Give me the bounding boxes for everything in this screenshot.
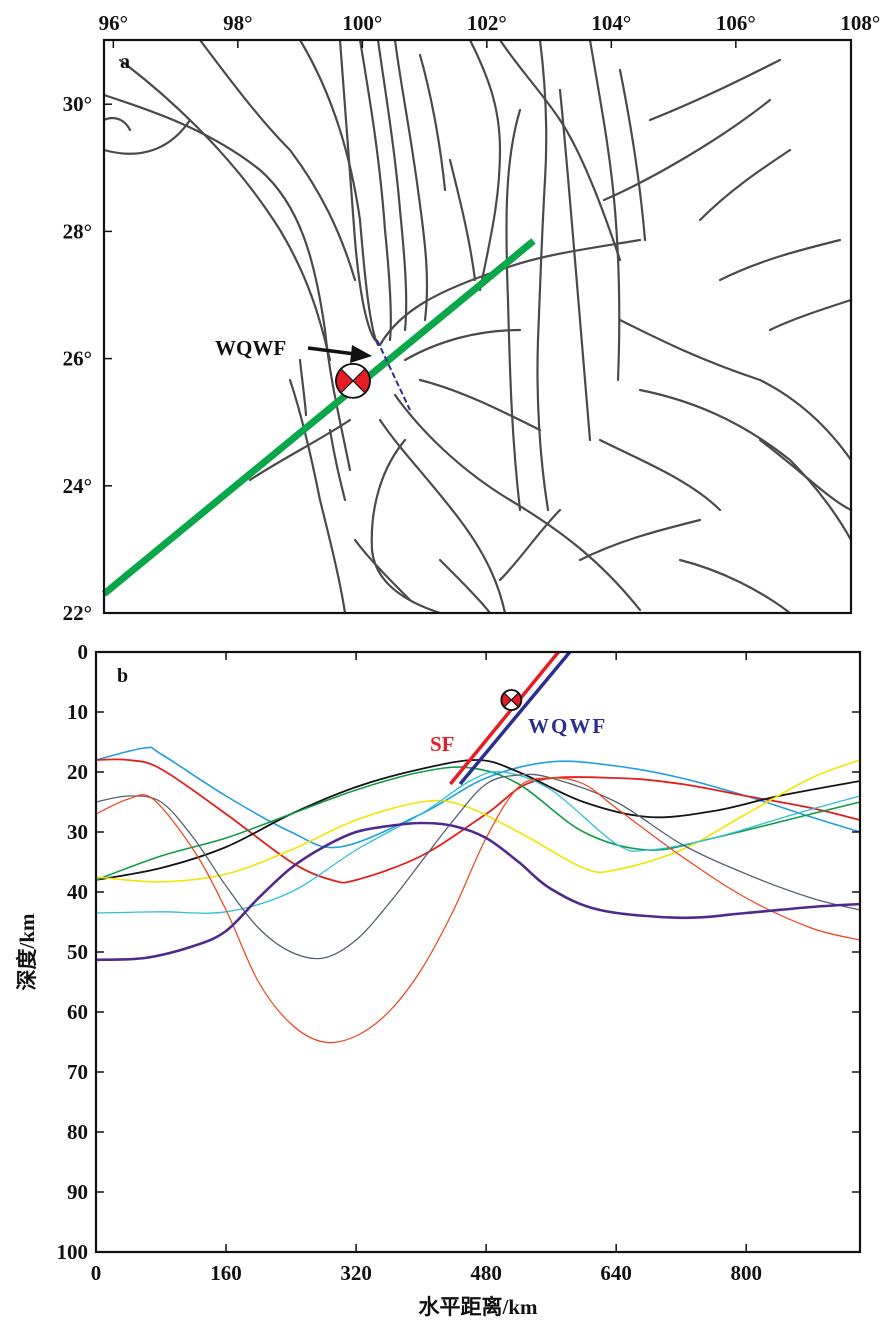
y-axis-title: 深度/km [15,913,39,991]
y-tick-label: 20 [67,760,88,784]
series-line-yellow [95,759,861,883]
map-frame [102,38,853,615]
lon-tick-label: 100° [342,11,382,35]
y-tick-label: 50 [67,940,88,964]
focal-mechanism-icon [500,689,523,711]
focal-mechanism-icon [335,362,371,399]
series-line-red [95,758,861,884]
lon-tick-label: 98° [223,11,252,35]
lon-tick-label: 102° [467,11,507,35]
lat-tick-label: 22° [63,601,92,625]
wqwf-fault-trace [376,339,411,411]
y-tick-label: 100 [57,1240,89,1264]
series-line-sky-blue [95,746,861,849]
y-tick-label: 10 [67,700,88,724]
fault-line-sf [449,650,560,786]
x-tick-label: 640 [600,1261,632,1285]
panel-label-a: a [120,51,130,73]
y-tick-label: 30 [67,820,88,844]
series-line-purple [95,821,861,962]
wqwf-profile-label: WQWF [528,714,607,738]
fault-dip-lines [449,650,572,786]
lon-tick-label: 106° [716,11,756,35]
panel-label-b: b [117,665,128,687]
wqwf-label: WQWF [215,336,286,360]
y-tick-label: 80 [67,1120,88,1144]
x-axis-title: 水平距离/km [418,1295,538,1319]
y-tick-label: 90 [67,1180,88,1204]
lat-tick-label: 24° [63,474,92,498]
sf-label: SF [430,732,455,756]
profile-axes: 0 160 320 480 640 800 0 10 20 30 40 50 60 70 80 90 100 [57,640,860,1285]
y-tick-label: 0 [78,640,89,664]
x-tick-label: 160 [210,1261,242,1285]
fault-line-wqwf [458,650,572,786]
profile-line [101,238,536,597]
map-axes: 96° 98° 100° 102° 104° 106° 108° 30° 28° 26° 24° 22… [63,11,881,625]
lat-tick-label: 30° [63,92,92,116]
fault-lines [102,38,853,615]
x-tick-label: 0 [91,1261,102,1285]
lon-tick-label: 108° [840,11,880,35]
series-line-cyan [95,771,861,914]
lat-tick-label: 26° [63,347,92,371]
series-line-orange-red [95,777,861,1044]
y-tick-label: 60 [67,1000,88,1024]
y-tick-label: 70 [67,1060,88,1084]
profile-panel-b: SF WQWF b 0 160 320 480 640 800 0 10 20 30 40 50 60 7… [15,640,862,1319]
x-tick-label: 480 [470,1261,502,1285]
moho-depth-series [95,746,861,1044]
lat-tick-label: 28° [63,219,92,243]
arrow-icon [307,345,372,363]
profile-frame [94,650,862,1254]
series-line-slate-gray [95,773,861,960]
map-panel-a: WQWF a 96° 98° 100° 102° 104° 106° 108° 30° 28° 2… [63,11,881,625]
y-tick-label: 40 [67,880,88,904]
x-tick-label: 800 [730,1261,762,1285]
lon-tick-label: 96° [99,11,128,35]
x-tick-label: 320 [340,1261,372,1285]
lon-tick-label: 104° [591,11,631,35]
